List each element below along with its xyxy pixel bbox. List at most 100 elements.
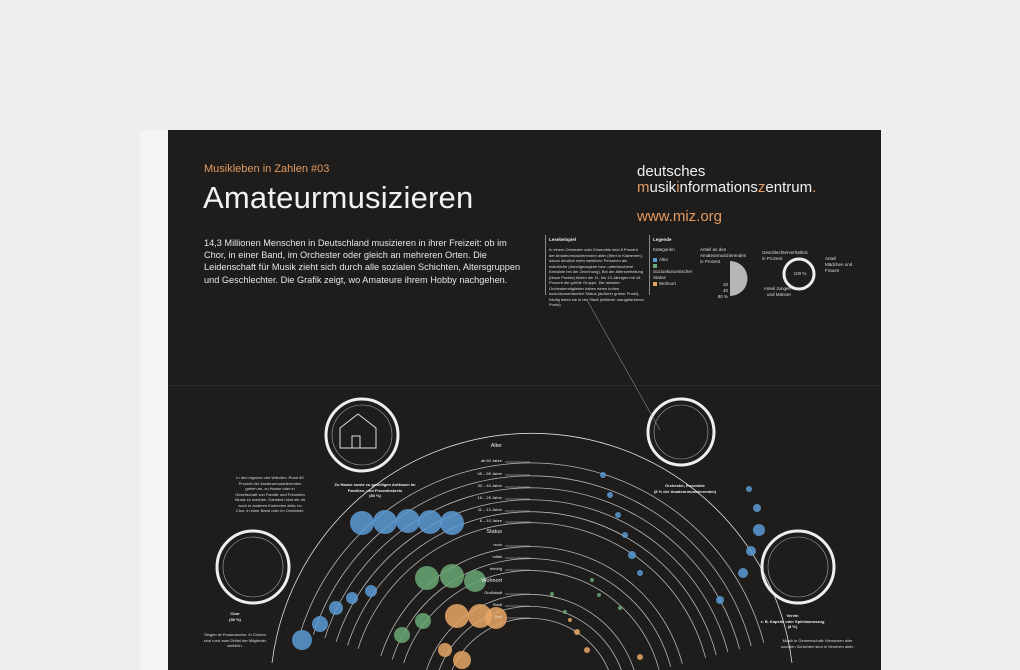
home-icon-ring — [324, 397, 400, 473]
divider — [649, 235, 650, 295]
legend-item-age: Alter — [653, 257, 683, 263]
data-bubble — [292, 630, 312, 650]
gender-center: 100 % — [793, 271, 807, 276]
axis-label: Großstadt — [484, 590, 502, 595]
data-bubble — [485, 607, 507, 629]
choir-caption: Chor (39 %) — [229, 611, 241, 622]
data-bubble — [350, 511, 374, 535]
divider — [545, 235, 546, 295]
series-label: Musikleben in Zahlen #03 — [204, 163, 330, 175]
data-bubble — [716, 596, 724, 604]
data-bubble — [329, 601, 343, 615]
page-title: Amateurmusizieren — [203, 180, 474, 215]
choir-note: Singen ist Frauensache: In Chören sind r… — [203, 632, 267, 648]
home-caption: Zu Hause sowie zu geselligen Anlässen im… — [334, 482, 416, 498]
club-icon-ring — [760, 529, 836, 605]
data-bubble — [365, 585, 377, 597]
axis-label: 11 – 13 Jahre — [477, 507, 502, 512]
miz-logo: deutsches musikinformationszentrum. — [637, 164, 816, 196]
categories-label: Kategorien — [653, 247, 675, 252]
share-legend-icon — [730, 261, 748, 296]
axis-label: Wohnort — [481, 578, 502, 584]
axis-label: Alter — [490, 443, 502, 449]
gender-male: Anteil Jungen und Männer — [763, 286, 791, 297]
data-bubble — [464, 570, 486, 592]
legend-item-status: Sozioökonomischer Status — [653, 263, 692, 281]
arc — [335, 499, 729, 653]
example-text: In einem Orchester oder Ensemble sind 8 … — [549, 247, 644, 307]
website-url: www.miz.org — [637, 208, 723, 225]
data-bubble — [637, 570, 643, 576]
legend-title: Legende — [653, 237, 672, 242]
arc — [391, 558, 672, 667]
example-title: Lesebeispiel — [549, 237, 577, 242]
data-bubble — [615, 512, 621, 518]
gender-label: Geschlechterverhältnis in Prozent — [762, 250, 808, 261]
axis-label: 30 – 44 Jahre — [477, 483, 502, 488]
axis-label: hoch — [493, 542, 502, 547]
arc — [438, 605, 622, 670]
data-bubble — [600, 472, 606, 478]
data-bubble — [453, 651, 471, 669]
home-note: In den eigenen vier Wänden: Rund 80 Proz… — [235, 475, 305, 513]
data-bubble — [753, 504, 761, 512]
data-bubble — [373, 510, 397, 534]
data-bubble — [607, 492, 613, 498]
intro-text: 14,3 Millionen Menschen in Deutschland m… — [204, 238, 521, 285]
axis-label: niedrig — [489, 566, 502, 571]
leader-line — [586, 299, 661, 431]
data-bubble — [746, 546, 756, 556]
arc — [300, 462, 765, 643]
axis-label: 45 – 59 Jahre — [477, 471, 502, 476]
axis-label: 6 – 10 Jahre — [479, 518, 502, 523]
data-bubble — [550, 592, 554, 596]
logo-line2: musikinformationszentrum. — [637, 179, 817, 196]
arc — [426, 594, 635, 670]
orchestra-icon — [653, 404, 709, 460]
data-bubble — [440, 564, 464, 588]
data-bubble — [738, 568, 748, 578]
legend-categories: Alter Sozioökonomischer Status Wohnort — [653, 257, 692, 287]
data-bubble — [394, 627, 410, 643]
data-bubble — [584, 647, 590, 653]
axis-label: 18 – 29 Jahre — [477, 495, 502, 500]
data-bubble — [415, 566, 439, 590]
arc — [380, 546, 683, 664]
data-bubble — [415, 613, 431, 629]
home-icon — [331, 404, 393, 466]
axis-label: mittel — [492, 554, 502, 559]
data-bubble — [597, 593, 601, 597]
arc — [451, 617, 609, 670]
data-bubble — [418, 510, 442, 534]
orchestra-caption: Orchester, Ensemble (8 % der Amateurmusiz… — [653, 483, 717, 494]
choir-icon-ring — [215, 529, 291, 605]
axis-label: Dorf — [494, 614, 502, 619]
axis-label: ab 60 Jahre — [480, 458, 502, 463]
data-bubble — [622, 532, 628, 538]
data-bubble — [563, 610, 567, 614]
data-bubble — [312, 616, 328, 632]
share-label: Anteil an den Amateurmusizierenden in Pr… — [700, 247, 747, 264]
poster: Musikleben in Zahlen #03 Amateurmusizier… — [140, 130, 881, 670]
arc — [324, 487, 740, 650]
club-caption: Verein z. B. Kapelle oder Spielmannszug (8… — [760, 613, 825, 629]
data-bubble — [753, 524, 765, 536]
data-bubble — [746, 486, 752, 492]
choir-icon — [222, 536, 284, 598]
data-bubble — [628, 551, 636, 559]
data-bubble — [346, 592, 358, 604]
gender-legend-icon — [782, 257, 816, 291]
club-note: Musik in Gemeinschaft: Menschen aller so… — [780, 638, 855, 649]
share-ticks: 10 40 80 % — [717, 282, 728, 299]
data-bubble — [445, 604, 469, 628]
axis-label: Stadt — [492, 602, 502, 607]
arc — [347, 511, 717, 656]
arc — [357, 522, 706, 658]
poster-margin-strip — [140, 130, 168, 670]
club-icon — [767, 536, 829, 598]
house-icon — [339, 413, 377, 449]
orchestra-icon-ring — [646, 397, 716, 467]
fold-line — [168, 385, 881, 386]
data-bubble — [574, 629, 580, 635]
gender-female: Anteil Mädchen und Frauen — [825, 256, 853, 273]
